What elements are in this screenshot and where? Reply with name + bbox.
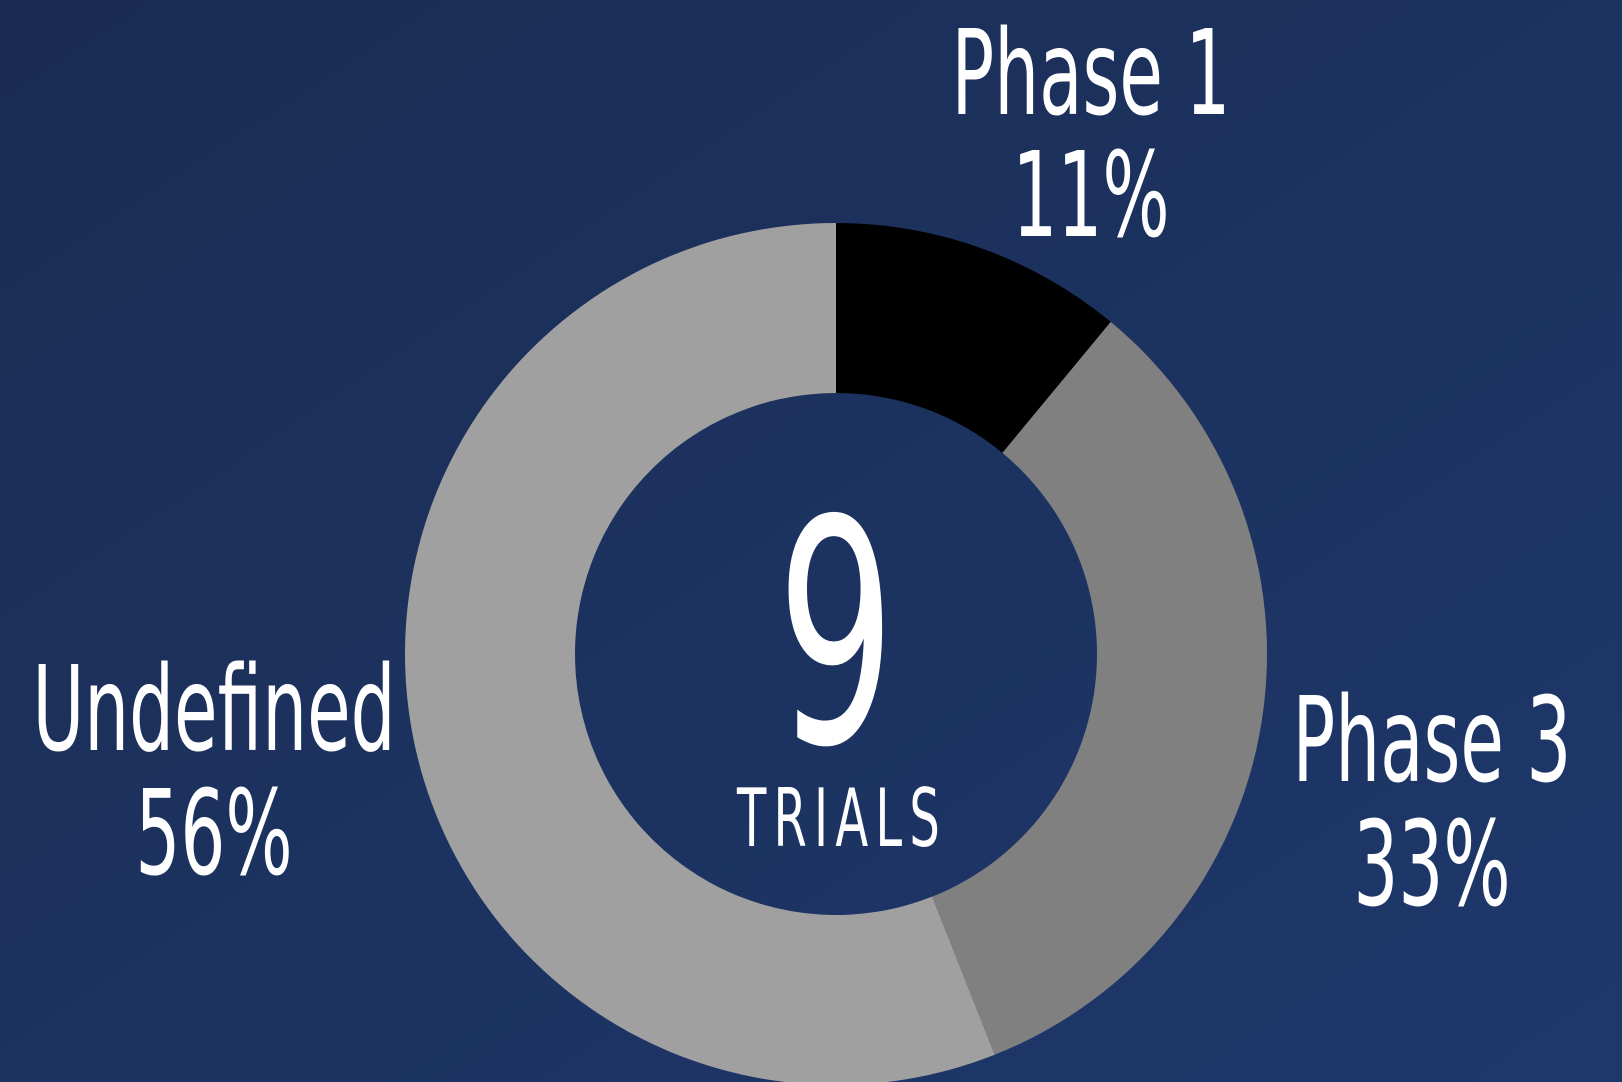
segment-label: Phase 1	[952, 5, 1231, 142]
segment-label: Phase 3	[1293, 672, 1572, 809]
segment-value-label: 33%	[1353, 796, 1510, 933]
donut-segment	[405, 223, 995, 1082]
segment-value-label: 56%	[135, 765, 292, 902]
segment-label: Undefined	[32, 641, 395, 778]
donut-segment	[932, 321, 1267, 1055]
segment-value-label: 11%	[1012, 127, 1169, 264]
donut-segment	[836, 223, 1111, 453]
center-label: TRIALS	[736, 772, 947, 865]
center-value: 9	[777, 456, 895, 816]
